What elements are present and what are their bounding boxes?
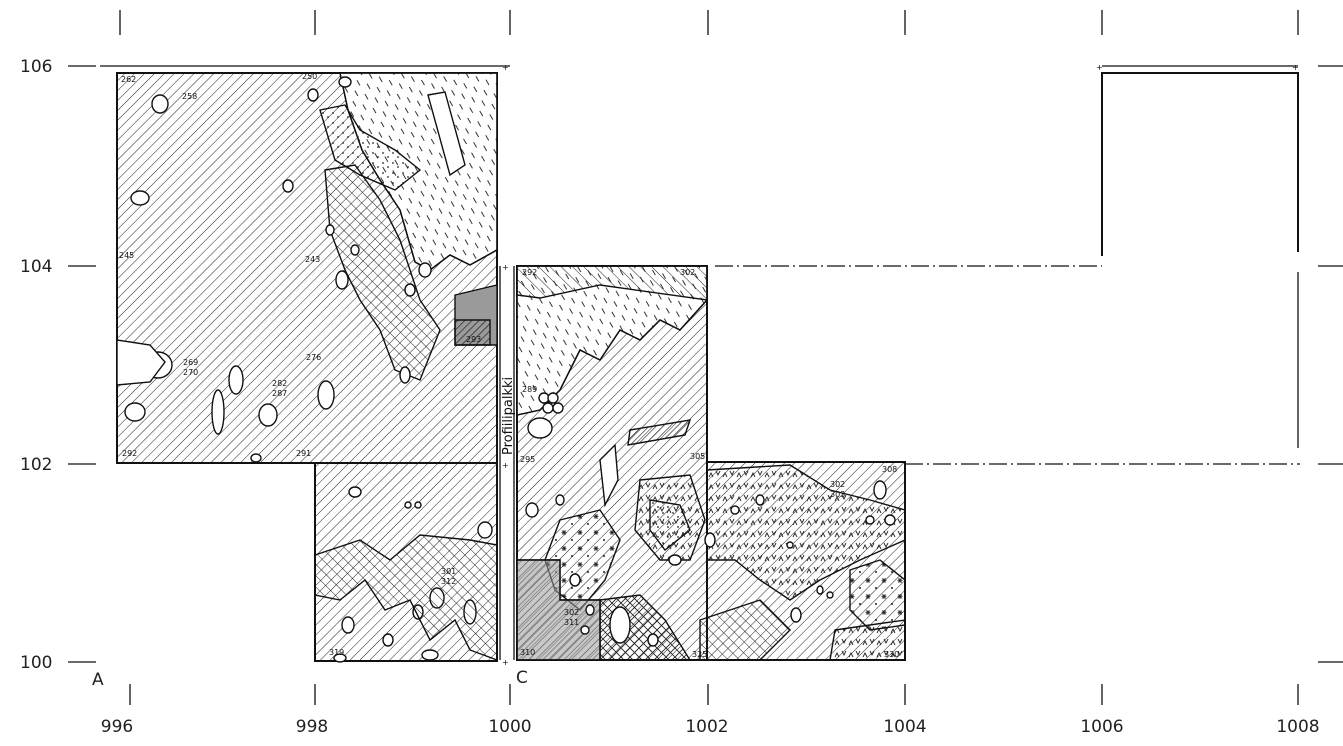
trench-east: 292 302 289 295 305 308 302 303 302 311 …: [516, 265, 906, 661]
y-axis: 106 104 102 100: [20, 57, 1343, 673]
feature-label: 269: [183, 358, 198, 367]
dotted-fill-area: [319, 104, 422, 191]
sloping-band: [427, 91, 466, 177]
dotted-fill-area: [649, 499, 691, 551]
x-tick-label: 1000: [488, 717, 531, 737]
feature-label: 302: [564, 608, 579, 617]
svg-text:+: +: [1292, 63, 1299, 72]
feature-label: 291: [296, 449, 311, 458]
y-ticks-left: [68, 65, 96, 663]
fill-area: [699, 599, 791, 661]
feature-label: 330: [884, 650, 899, 659]
feature-label: 295: [520, 455, 535, 464]
trench-west: 262 258 250 245 243 269 270 276 282 287 …: [116, 72, 498, 663]
corner-label-c: C: [516, 668, 528, 688]
x-ticks-top: [119, 10, 1299, 35]
feature-label: 270: [183, 368, 198, 377]
shaded-area: [516, 559, 601, 661]
feature-label: 312: [441, 577, 456, 586]
sloping-band: [627, 419, 692, 446]
v-fill-area: [829, 619, 906, 661]
svg-text:+: +: [502, 658, 509, 667]
dense-hatch-area: [454, 319, 491, 346]
feature-label: 287: [272, 389, 287, 398]
stone-spread: [314, 534, 498, 662]
svg-text:+: +: [502, 263, 509, 272]
sloping-band: [599, 443, 619, 508]
feature-label: 289: [522, 385, 537, 394]
y-tick-label: 104: [20, 257, 52, 277]
feature-label: 302: [680, 268, 695, 277]
feature-label: 310: [520, 648, 535, 657]
feature-label: 302: [830, 480, 845, 489]
x-tick-label: 1006: [1080, 717, 1123, 737]
stone-cluster-area: [324, 164, 441, 381]
corner-label-a: A: [92, 670, 104, 690]
baulk-label: Profiilipalkki: [501, 377, 516, 455]
feature-label: 292: [122, 449, 137, 458]
unexcavated-patch: [116, 339, 166, 386]
feature-label: 292: [522, 268, 537, 277]
feature-label: 276: [306, 353, 321, 362]
feature-label: 308: [882, 465, 897, 474]
y-ticks-right: [1318, 65, 1343, 663]
svg-text:+: +: [1096, 63, 1103, 72]
x-tick-label: 998: [296, 717, 328, 737]
stone: [525, 392, 896, 647]
feature-label: 262: [121, 75, 136, 84]
feature-label: 282: [272, 379, 287, 388]
svg-text:+: +: [502, 63, 509, 72]
feature-label: 243: [305, 255, 320, 264]
feature-label: 301: [441, 567, 456, 576]
feature-label: 245: [119, 251, 134, 260]
feature-label: 303: [830, 490, 845, 499]
x-tick-label: 1002: [685, 717, 728, 737]
feature-label: 293: [466, 335, 481, 344]
y-tick-label: 106: [20, 57, 52, 77]
svg-text:+: +: [502, 461, 509, 470]
feature-label: 319: [329, 648, 344, 657]
fill-area: [516, 265, 708, 301]
x-axis: 996 998 1000 1002 1004 1006 1008: [101, 10, 1320, 737]
square-1006-104: [1101, 72, 1299, 256]
y-tick-label: 100: [20, 653, 52, 673]
feature-label: 311: [564, 618, 579, 627]
feature-label: 258: [182, 92, 197, 101]
feature-label: 305: [690, 452, 705, 461]
x-ticks-bottom: [129, 684, 1299, 705]
grid-frame: + +: [100, 63, 1300, 465]
feature-label: 325: [692, 650, 707, 659]
x-tick-label: 996: [101, 717, 133, 737]
y-tick-label: 102: [20, 455, 52, 475]
x-tick-label: 1008: [1276, 717, 1319, 737]
x-tick-label: 1004: [883, 717, 926, 737]
profile-baulk: Profiilipalkki + + + +: [499, 63, 516, 667]
feature-label: 250: [302, 72, 317, 81]
